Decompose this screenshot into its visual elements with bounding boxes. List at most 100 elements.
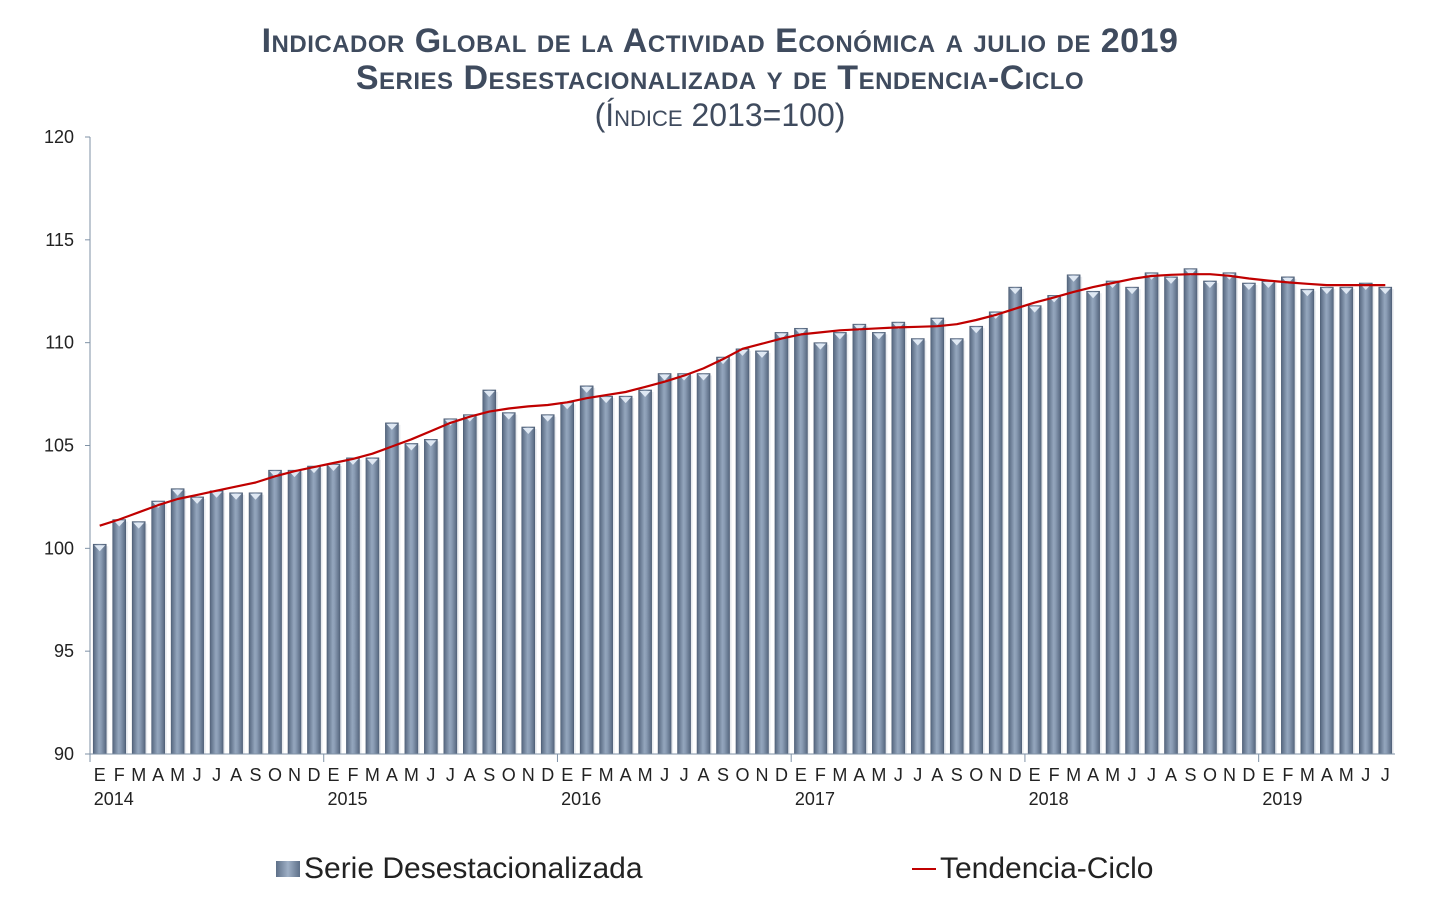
y-tick-label: 90 xyxy=(54,744,74,764)
bar xyxy=(1144,272,1159,755)
bar-highlight xyxy=(1009,288,1021,295)
bar-highlight xyxy=(483,390,495,397)
bar-highlight xyxy=(327,465,339,472)
x-month-label: J xyxy=(426,765,435,785)
bar xyxy=(248,492,263,755)
x-month-label: M xyxy=(131,765,146,785)
bar-highlight xyxy=(756,351,768,358)
x-month-label: M xyxy=(638,765,653,785)
x-month-label: E xyxy=(1029,765,1041,785)
x-year-label: 2017 xyxy=(795,789,835,809)
bar-highlight xyxy=(814,343,826,350)
bar xyxy=(677,373,691,755)
bar xyxy=(1183,268,1198,755)
x-month-label: E xyxy=(561,765,573,785)
bar-highlight xyxy=(191,497,203,504)
bar xyxy=(618,395,633,755)
x-month-label: J xyxy=(212,765,221,785)
bar xyxy=(1320,286,1334,755)
bar xyxy=(1222,272,1237,755)
bar-highlight xyxy=(405,444,417,451)
bar xyxy=(92,543,107,755)
bar-highlight xyxy=(1282,277,1294,284)
bar xyxy=(540,414,555,755)
y-tick-label: 110 xyxy=(45,333,74,353)
bar-highlight xyxy=(951,339,963,346)
x-month-label: S xyxy=(1184,765,1196,785)
bar-highlight xyxy=(561,403,573,410)
bar-highlight xyxy=(386,423,398,430)
bar xyxy=(521,426,536,755)
legend-item-desestacionalizada: Serie Desestacionalizada xyxy=(276,852,643,886)
x-month-label: O xyxy=(268,765,282,785)
y-tick-label: 105 xyxy=(44,436,74,456)
bar-highlight xyxy=(912,339,924,346)
bar xyxy=(774,332,789,755)
x-month-label: D xyxy=(541,765,554,785)
x-month-label: J xyxy=(1361,765,1370,785)
legend-bar-swatch xyxy=(276,861,300,877)
bar-highlight xyxy=(230,493,242,500)
bar-highlight xyxy=(1379,288,1391,295)
bar xyxy=(1125,286,1139,755)
bar-highlight xyxy=(698,374,710,381)
bar-highlight xyxy=(795,329,807,336)
bar-highlight xyxy=(1204,281,1216,288)
bar-highlight xyxy=(853,325,865,332)
x-month-label: O xyxy=(502,765,516,785)
bar-highlight xyxy=(1184,269,1196,276)
x-month-label: A xyxy=(230,765,242,785)
bar xyxy=(1086,290,1100,755)
x-month-label: A xyxy=(853,765,865,785)
x-month-label: M xyxy=(365,765,380,785)
bar xyxy=(346,457,360,755)
x-month-label: E xyxy=(795,765,807,785)
bar xyxy=(891,321,906,755)
bar-highlight xyxy=(775,333,787,340)
chart-title: Indicador Global de la Actividad Económi… xyxy=(261,22,1179,60)
bar xyxy=(482,389,497,755)
x-month-label: M xyxy=(170,765,185,785)
bar xyxy=(190,496,204,755)
bar xyxy=(638,389,652,755)
bar xyxy=(443,418,458,755)
bar-highlight xyxy=(1301,290,1313,297)
bar xyxy=(560,402,575,755)
bar xyxy=(696,373,711,755)
x-month-label: A xyxy=(698,765,710,785)
bar xyxy=(404,443,419,755)
x-year-label: 2014 xyxy=(94,789,134,809)
bar xyxy=(657,373,672,755)
x-month-label: F xyxy=(347,765,358,785)
x-month-label: F xyxy=(581,765,592,785)
bar xyxy=(112,519,127,755)
y-tick-label: 100 xyxy=(44,538,74,558)
bar-highlight xyxy=(892,323,904,330)
y-tick-label: 120 xyxy=(44,127,74,147)
bar xyxy=(755,350,769,755)
x-month-label: N xyxy=(989,765,1002,785)
x-month-label: N xyxy=(522,765,535,785)
bar-highlight xyxy=(94,545,106,552)
bar-highlight xyxy=(425,440,437,447)
bar xyxy=(1027,305,1042,755)
bar-highlight xyxy=(366,458,378,465)
x-month-label: A xyxy=(620,765,632,785)
bar xyxy=(151,500,165,755)
bar-highlight xyxy=(1029,306,1041,313)
bar xyxy=(910,338,925,755)
x-month-label: D xyxy=(307,765,320,785)
x-month-label: A xyxy=(464,765,476,785)
bar-highlight xyxy=(970,327,982,334)
bar-highlight xyxy=(1340,288,1352,295)
bar xyxy=(599,395,613,755)
bar xyxy=(735,348,750,755)
x-month-label: F xyxy=(1282,765,1293,785)
x-month-label: J xyxy=(894,765,903,785)
x-month-label: J xyxy=(1381,765,1390,785)
x-month-label: S xyxy=(250,765,262,785)
chart-unit-note: (Índice 2013=100) xyxy=(594,97,846,133)
bar-highlight xyxy=(1262,281,1274,288)
legend-label: Tendencia-Ciclo xyxy=(940,852,1154,885)
